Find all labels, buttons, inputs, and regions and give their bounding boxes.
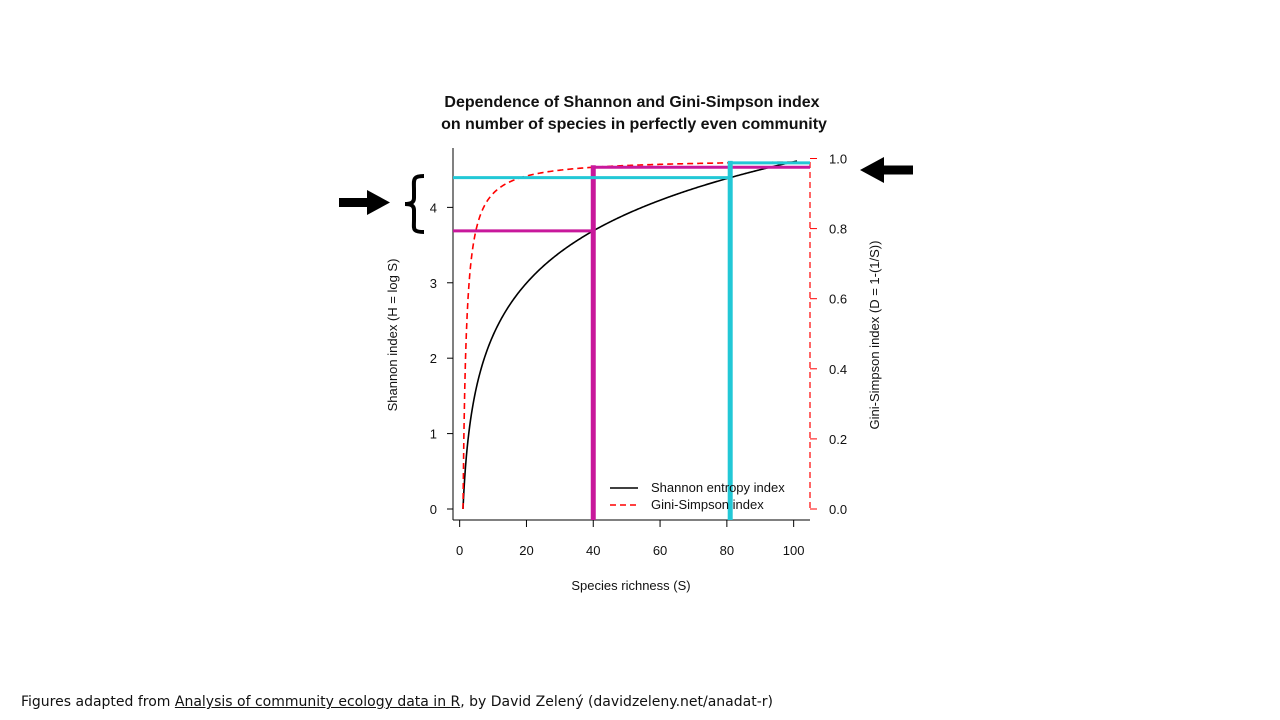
y-right-tick-label: 0.2 xyxy=(829,432,847,447)
y-axis-right-label: Gini-Simpson index (D = 1-(1/S)) xyxy=(867,241,882,430)
left-arrow-icon xyxy=(339,190,390,215)
x-axis-label: Species richness (S) xyxy=(571,578,690,593)
y-right-tick-label: 0.4 xyxy=(829,362,847,377)
y-left-tick-label: 4 xyxy=(430,200,437,215)
caption-prefix: Figures adapted from xyxy=(21,694,175,710)
legend-label-gini-simpson: Gini-Simpson index xyxy=(651,497,764,512)
legend: Shannon entropy index Gini-Simpson index xyxy=(610,480,785,512)
y-left-tick-label: 1 xyxy=(430,427,437,442)
right-arrow-icon xyxy=(860,157,913,183)
series-line-gini-simpson xyxy=(462,161,797,510)
chart-title-line-1: Dependence of Shannon and Gini-Simpson i… xyxy=(444,94,819,111)
x-tick-label: 60 xyxy=(653,543,667,558)
figure-caption: Figures adapted from Analysis of communi… xyxy=(21,694,773,710)
series-line-shannon xyxy=(462,160,798,510)
y-left-tick-label: 0 xyxy=(430,502,437,517)
x-tick-label: 0 xyxy=(456,543,463,558)
y-right-tick-label: 1.0 xyxy=(829,151,847,166)
x-tick-label: 40 xyxy=(586,543,600,558)
chart-title-line-2: on number of species in perfectly even c… xyxy=(441,116,827,133)
y-axis-left-label: Shannon index (H = log S) xyxy=(385,259,400,412)
x-tick-label: 20 xyxy=(519,543,533,558)
y-left-tick-label: 3 xyxy=(430,276,437,291)
y-right-tick-label: 0.0 xyxy=(829,502,847,517)
caption-link[interactable]: Analysis of community ecology data in R xyxy=(174,694,461,710)
x-tick-label: 100 xyxy=(783,543,805,558)
y-right-tick-label: 0.6 xyxy=(829,292,847,307)
y-right-tick-label: 0.8 xyxy=(829,222,847,237)
legend-label-shannon: Shannon entropy index xyxy=(651,480,785,495)
y-left-tick-label: 2 xyxy=(430,351,437,366)
curly-brace-icon xyxy=(404,174,425,234)
caption-suffix: , by David Zelený (davidzeleny.net/anada… xyxy=(460,694,773,710)
x-tick-label: 80 xyxy=(720,543,734,558)
